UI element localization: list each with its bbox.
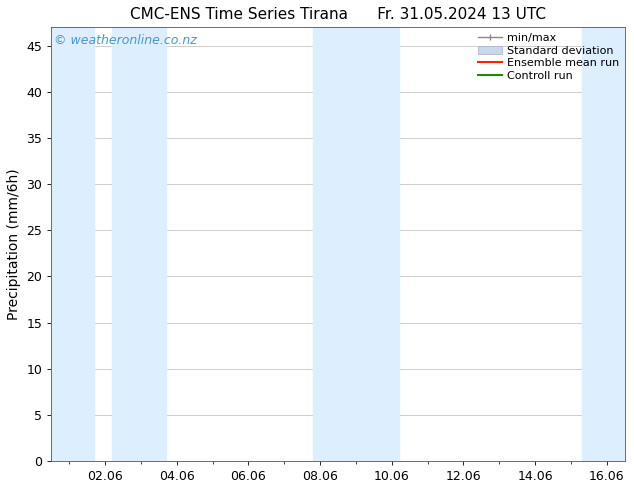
Legend: min/max, Standard deviation, Ensemble mean run, Controll run: min/max, Standard deviation, Ensemble me… <box>476 30 621 83</box>
Y-axis label: Precipitation (mm/6h): Precipitation (mm/6h) <box>7 169 21 320</box>
Title: CMC-ENS Time Series Tirana      Fr. 31.05.2024 13 UTC: CMC-ENS Time Series Tirana Fr. 31.05.202… <box>130 7 546 22</box>
Bar <box>112 27 166 461</box>
Text: © weatheronline.co.nz: © weatheronline.co.nz <box>55 34 197 47</box>
Bar <box>51 27 94 461</box>
Bar <box>581 27 624 461</box>
Bar <box>313 27 399 461</box>
